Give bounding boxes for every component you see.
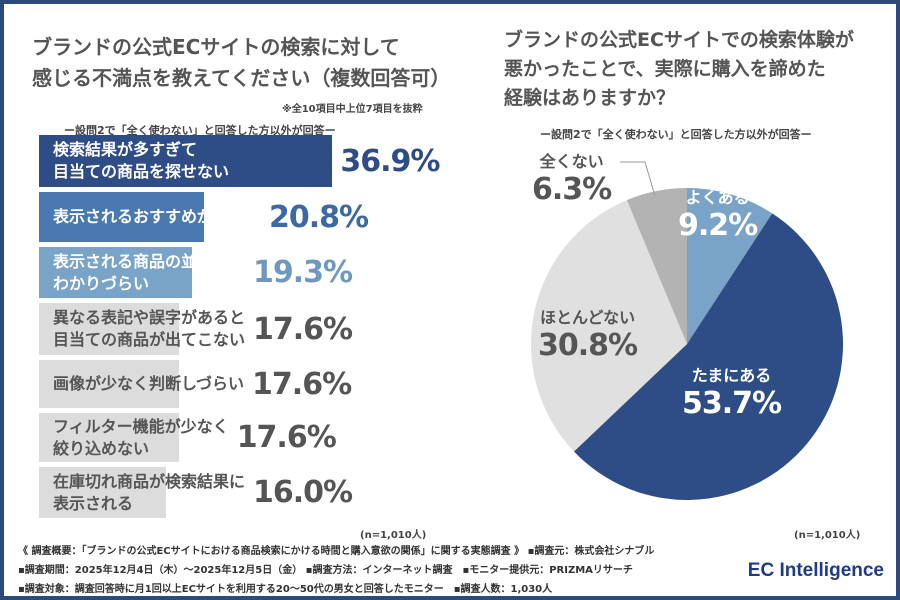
pie-slice (687, 188, 773, 344)
pie-label-value: 9.2% (678, 208, 758, 243)
leader-line (620, 161, 656, 197)
pie-label-value: 30.8% (538, 328, 638, 363)
bar-value: 16.0% (253, 475, 353, 510)
right-title-line: 悪かったことで、実際に購入を諦めた (504, 57, 826, 80)
left-n: (n=1,010人) (360, 530, 427, 541)
bar (39, 467, 167, 518)
bar-label: 異なる表記や誤字があると 目当ての商品が出てこない (53, 308, 246, 349)
pie-slice (530, 200, 687, 452)
bar (39, 247, 193, 298)
bar-row: フィルター機能が少なく 絞り込めない 17.6% (39, 413, 337, 462)
pie-slice (573, 213, 844, 501)
pie-label-name: ほとんどない (539, 308, 636, 327)
footer-line: 《 調査概要：「ブランドの公式ECサイトにおける商品検索にかける時間と購入意欲の… (18, 546, 655, 557)
right-title-line: 経験はありますか？ (504, 86, 676, 109)
bar-value: 17.6% (236, 420, 337, 455)
bar-value: 20.8% (269, 199, 369, 235)
pie-slice (626, 188, 687, 344)
pie-label-name: たまにある (691, 366, 772, 385)
pie-label: 全くない 6.3% (532, 148, 612, 207)
bar-label: 画像が少なく判断しづらい (53, 374, 245, 394)
bar (39, 360, 179, 408)
bar-label: 在庫切れ商品が検索結果に 表示される (53, 471, 246, 513)
bar-value: 17.6% (252, 366, 352, 402)
right-title-line: ブランドの公式ECサイトでの検索体験が (504, 29, 854, 51)
right-title: ブランドの公式ECサイトでの検索体験が 悪かったことで、実際に購入を諦めた 経験はあ… (504, 26, 854, 113)
bar-label: 検索結果が多すぎて 目当ての商品を探せない (53, 140, 230, 181)
left-note: ※全10項目中上位7項目を抜粋 (282, 104, 423, 115)
bar (39, 303, 179, 355)
pie-label-name: 全くない (539, 152, 604, 171)
pie-label: ほとんどない 30.8% (538, 304, 638, 363)
left-title-line: ブランドの公式ECサイトの検索に対して (32, 35, 400, 59)
pie-label-value: 53.7% (682, 386, 782, 421)
bar-row: 表示される商品の並び順が わかりづらい 19.3% (39, 247, 353, 298)
bar-row: 表示されるおすすめが的外れ 20.8% (39, 192, 369, 242)
footer-line: ▪調査対象：調査回答時に月1回以上ECサイトを利用する20～50代の男女と回答し… (18, 584, 553, 595)
ec-intelligence-logo: EC Intelligence (747, 560, 884, 581)
left-title: ブランドの公式ECサイトの検索に対して感じる不満点を教えてください（複数回答可） (32, 32, 450, 94)
footer-line: ▪調査期間：2025年12月4日（木）～2025年12月5日（金） ▪調査方法：… (18, 565, 633, 576)
pie-label: よくある 9.2% (678, 184, 758, 243)
bar-label: 表示されるおすすめが的外れ (53, 207, 262, 227)
bar-row: 異なる表記や誤字があると 目当ての商品が出てこない 17.6% (39, 303, 353, 355)
left-subtitle: ー設問2で「全く使わない」と回答した方以外が回答ー (64, 124, 336, 137)
bar-value: 19.3% (253, 255, 353, 290)
right-subtitle: ー設問2で「全く使わない」と回答した方以外が回答ー (540, 128, 812, 141)
bar-label: フィルター機能が少なく 絞り込めない (53, 416, 229, 458)
pie-label-name: よくある (685, 188, 750, 207)
bar-label: 表示される商品の並び順が わかりづらい (53, 251, 246, 293)
bar-value: 36.9% (340, 143, 440, 179)
bar-value: 17.6% (253, 311, 353, 347)
left-title-line: 感じる不満点を教えてください（複数回答可） (32, 66, 451, 90)
bar-row: 画像が少なく判断しづらい 17.6% (39, 360, 352, 408)
pie-label-value: 6.3% (532, 172, 612, 207)
bar (39, 135, 333, 187)
bar (39, 192, 205, 242)
pie-label: たまにある 53.7% (682, 362, 782, 421)
bar-row: 検索結果が多すぎて 目当ての商品を探せない 36.9% (39, 135, 440, 187)
bar-row: 在庫切れ商品が検索結果に 表示される 16.0% (39, 467, 353, 518)
right-n: (n=1,010人) (794, 530, 861, 541)
bar (39, 413, 179, 462)
